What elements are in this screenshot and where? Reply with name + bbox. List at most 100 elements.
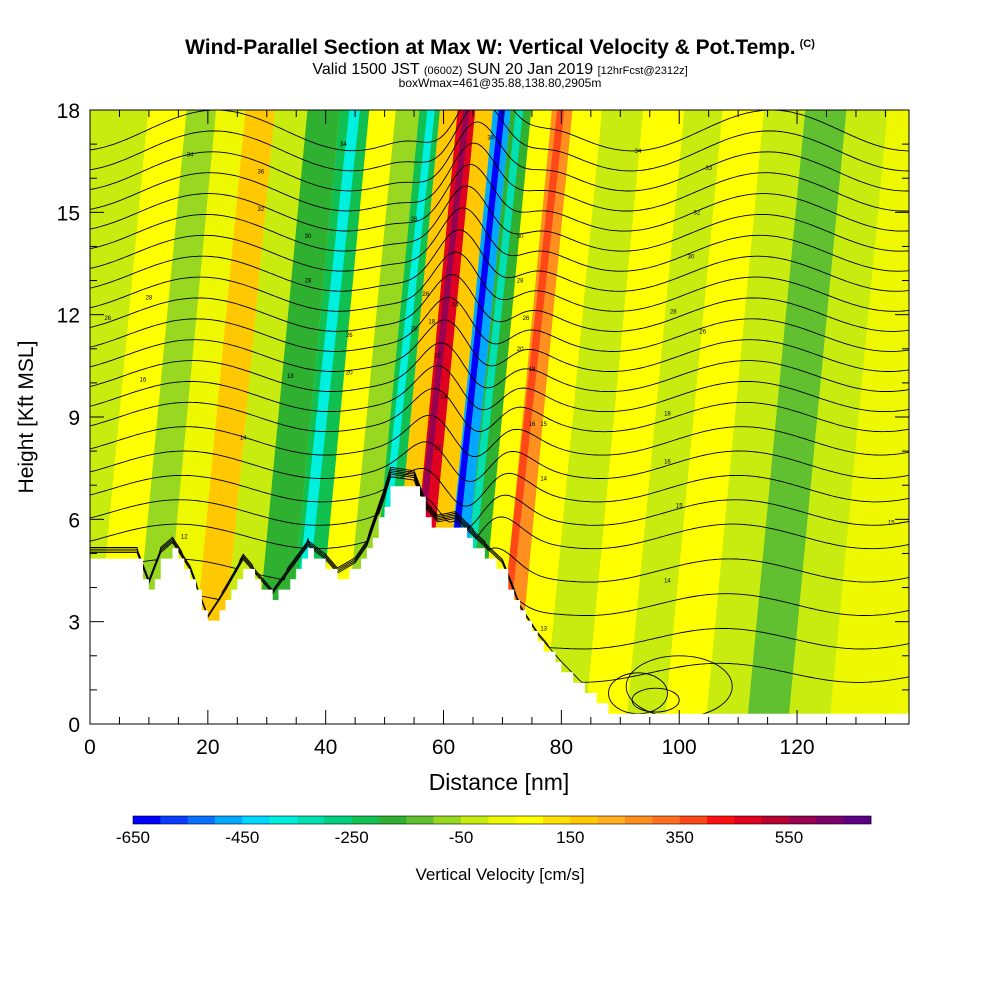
contour-label: 16 bbox=[140, 377, 147, 383]
colorbar-tick-label: 550 bbox=[775, 828, 803, 847]
contour-label: 16 bbox=[529, 422, 536, 428]
y-tick-label: 15 bbox=[57, 202, 80, 225]
colorbar-swatch bbox=[543, 816, 571, 824]
contour-label: 12 bbox=[434, 446, 441, 452]
x-tick-label: 100 bbox=[662, 736, 697, 759]
contour-label: 32 bbox=[258, 207, 265, 213]
w-band bbox=[543, 110, 644, 724]
w-band bbox=[829, 110, 909, 724]
theta-contour bbox=[90, 470, 909, 616]
colorbar-swatch bbox=[187, 816, 216, 824]
contour-label: 18 bbox=[428, 319, 435, 325]
contour-label: 14 bbox=[540, 476, 547, 482]
theta-contour bbox=[90, 471, 909, 650]
theta-contour bbox=[90, 476, 909, 531]
colorbar-swatch bbox=[133, 816, 161, 824]
contour-label: 28 bbox=[517, 279, 524, 285]
contour-label: 15 bbox=[540, 422, 547, 428]
plot-area: 34 36 32 34 30 28 28 26 26 18 16 20 14 12 28 26 20 18 24 16… bbox=[90, 110, 909, 724]
w-band bbox=[746, 110, 847, 724]
w-band bbox=[705, 110, 806, 724]
w-core bbox=[498, 110, 565, 656]
contour-label: 26 bbox=[699, 330, 706, 336]
colorbar-tick-label: -450 bbox=[225, 828, 259, 847]
theta-contour bbox=[90, 229, 909, 292]
contour-labels: 34 36 32 34 30 28 28 26 26 18 16 20 14 12 28 26 20 18 24 16… bbox=[104, 135, 895, 632]
w-band bbox=[187, 110, 276, 724]
contour-label: 36 bbox=[258, 169, 265, 175]
colorbar-swatch bbox=[488, 816, 516, 824]
y-tick-label: 6 bbox=[68, 509, 80, 532]
x-tick-label: 80 bbox=[550, 736, 573, 759]
contour-label: 34 bbox=[487, 135, 494, 141]
theta-contour bbox=[90, 468, 909, 583]
contour-label: 28 bbox=[670, 309, 677, 315]
w-band bbox=[216, 110, 308, 724]
y-tick-label: 12 bbox=[57, 305, 80, 328]
theta-contour bbox=[90, 473, 909, 683]
contour-label: 12 bbox=[181, 534, 188, 540]
colorbar-swatch bbox=[351, 816, 380, 824]
colorbar-swatch bbox=[789, 816, 817, 824]
contour-label: 28 bbox=[146, 296, 153, 302]
forecast-info: [12hrFcst@2312z] bbox=[597, 65, 688, 77]
w-band bbox=[584, 110, 685, 724]
colorbar-label: Vertical Velocity [cm/s] bbox=[415, 865, 584, 884]
contour-label: 20 bbox=[517, 347, 524, 353]
colorbar-tick-label: -50 bbox=[449, 828, 474, 847]
x-axis: 0 20 40 60 80 100 120 bbox=[84, 110, 886, 759]
theta-contour bbox=[90, 142, 909, 212]
colorbar-swatch bbox=[406, 816, 434, 824]
contour-label: 30 bbox=[688, 255, 695, 261]
x-tick-label: 120 bbox=[780, 736, 815, 759]
colorbar-tick-label: -650 bbox=[116, 828, 150, 847]
colorbar-tick-label: -250 bbox=[335, 828, 369, 847]
contour-label: 14 bbox=[240, 435, 247, 441]
y-tick-label: 0 bbox=[68, 714, 80, 737]
colorbar: -650 -450 -250 -50 150 350 550 bbox=[116, 815, 872, 847]
w-band bbox=[788, 110, 888, 724]
colorbar-swatch bbox=[625, 816, 653, 824]
theta-contour bbox=[90, 110, 909, 172]
chart-subtitle: Valid 1500 JST (0600Z) SUN 20 Jan 2019 [… bbox=[0, 61, 1000, 79]
theta-contour bbox=[90, 274, 909, 332]
contour-label: 18 bbox=[664, 412, 671, 418]
x-tick-label: 20 bbox=[196, 736, 219, 759]
theta-contour bbox=[90, 163, 909, 232]
copyright-mark: (C) bbox=[799, 38, 815, 50]
w-core bbox=[290, 110, 360, 656]
colorbar-swatch bbox=[269, 816, 298, 824]
colorbar-swatch bbox=[761, 816, 790, 824]
colorbar-swatch bbox=[379, 816, 407, 824]
theta-contour bbox=[90, 388, 909, 433]
contour-label: 28 bbox=[411, 217, 418, 223]
colorbar-swatch bbox=[160, 816, 188, 824]
colorbar-swatch bbox=[461, 816, 489, 824]
colorbar-swatch bbox=[215, 816, 243, 824]
contour-label: 14 bbox=[440, 395, 447, 401]
theta-contour bbox=[90, 467, 909, 507]
contour-label: 20 bbox=[411, 326, 418, 332]
theta-contour bbox=[90, 342, 909, 393]
theta-contour-closed bbox=[631, 687, 680, 713]
theta-contour bbox=[90, 207, 909, 272]
contour-label: 18 bbox=[529, 367, 536, 373]
contour-label: 30 bbox=[517, 234, 524, 240]
colorbar-swatch bbox=[433, 816, 462, 824]
contour-label: 14 bbox=[664, 579, 671, 585]
theta-contour bbox=[90, 414, 909, 458]
valid-time-utc: (0600Z) bbox=[423, 65, 463, 77]
contour-label: 16 bbox=[434, 354, 441, 360]
y-tick-label: 9 bbox=[68, 407, 80, 430]
colorbar-swatch bbox=[652, 816, 680, 824]
colorbar-swatch bbox=[679, 816, 708, 824]
contour-label: 26 bbox=[523, 316, 530, 322]
chart-title: Wind-Parallel Section at Max W: Vertical… bbox=[0, 36, 1000, 60]
x-axis-label: Distance [nm] bbox=[429, 769, 570, 795]
x-tick-label: 60 bbox=[432, 736, 455, 759]
theta-contour bbox=[90, 296, 909, 352]
w-band bbox=[128, 110, 217, 724]
contour-label: 26 bbox=[104, 316, 111, 322]
contour-label: 20 bbox=[346, 371, 353, 377]
